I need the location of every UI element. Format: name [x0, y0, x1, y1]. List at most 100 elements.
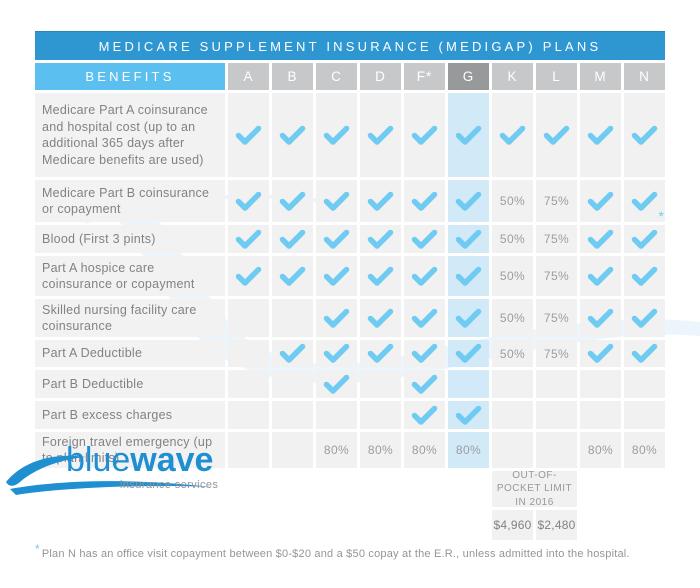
plan-cell-C-row6: [316, 340, 357, 367]
footnote-asterisk: *: [658, 208, 664, 224]
benefits-column-header: BENEFITS: [35, 63, 225, 90]
plan-cell-A-row1: [228, 93, 269, 177]
check-icon: [411, 229, 438, 249]
plan-cell-A-row7: [228, 370, 269, 398]
check-icon: [587, 125, 614, 145]
plan-cell-M-row5: [580, 299, 621, 337]
check-icon: [411, 343, 438, 363]
check-icon: [543, 125, 570, 145]
logo-word-wave: wave: [130, 441, 214, 479]
coverage-percentage: 50%: [499, 346, 526, 361]
plan-cell-D-row9: 80%: [360, 432, 401, 468]
plan-cell-D-row8: [360, 401, 401, 429]
coverage-percentage: 50%: [499, 194, 526, 208]
plan-cell-B-row2: [272, 180, 313, 222]
plan-cell-F-row6: [404, 340, 445, 367]
plan-cell-G-row9: 80%: [448, 432, 489, 468]
check-icon: [587, 191, 614, 211]
coverage-percentage: 80%: [367, 443, 394, 457]
plan-cell-C-row9: 80%: [316, 432, 357, 468]
coverage-percentage: 75%: [543, 311, 570, 325]
plan-cell-L-row5: 75%: [536, 299, 577, 337]
plan-cell-G-row3: [448, 225, 489, 253]
plan-header-a: A: [228, 63, 269, 90]
out-of-pocket-value-l: $2,480: [536, 510, 577, 540]
plan-header-c: C: [316, 63, 357, 90]
benefit-label: Part A Deductible: [35, 340, 225, 367]
plan-n-footnote: * Plan N has an office visit copayment be…: [35, 542, 665, 560]
plan-cell-M-row4: [580, 256, 621, 296]
plan-cell-K-row1: [492, 93, 533, 177]
check-icon: [323, 125, 350, 145]
check-icon: [411, 191, 438, 211]
plan-cell-D-row5: [360, 299, 401, 337]
plan-cell-G-row6: [448, 340, 489, 367]
benefit-label: Part A hospice care coinsurance or copay…: [35, 256, 225, 296]
plan-cell-L-row6: 75%: [536, 340, 577, 367]
plan-cell-B-row3: [272, 225, 313, 253]
plan-cell-N-row3: [624, 225, 665, 253]
plan-cell-A-row6: [228, 340, 269, 367]
coverage-percentage: 50%: [499, 269, 526, 283]
plan-cell-B-row5: [272, 299, 313, 337]
check-icon: [455, 405, 482, 425]
out-of-pocket-label: OUT-OF-POCKET LIMIT IN 2016: [492, 470, 577, 508]
plan-cell-M-row1: [580, 93, 621, 177]
plan-cell-L-row9: [536, 432, 577, 468]
coverage-percentage: 80%: [455, 443, 482, 457]
coverage-percentage: 75%: [543, 194, 570, 208]
check-icon: [455, 343, 482, 363]
check-icon: [411, 308, 438, 328]
check-icon: [631, 266, 658, 286]
plan-cell-C-row8: [316, 401, 357, 429]
check-icon: [367, 125, 394, 145]
plan-cell-A-row2: [228, 180, 269, 222]
check-icon: [455, 125, 482, 145]
plan-cell-D-row2: [360, 180, 401, 222]
logo-tagline: insurance services: [120, 479, 219, 491]
plan-cell-M-row9: 80%: [580, 432, 621, 468]
plan-cell-C-row4: [316, 256, 357, 296]
bluewave-logo: bluewave insurance services: [2, 441, 242, 513]
plan-cell-M-row2: [580, 180, 621, 222]
coverage-percentage: 80%: [323, 443, 350, 457]
check-icon: [323, 374, 350, 394]
plan-cell-C-row3: [316, 225, 357, 253]
plan-header-f: F*: [404, 63, 445, 90]
plan-cell-B-row6: [272, 340, 313, 367]
check-icon: [587, 266, 614, 286]
plan-cell-F-row8: [404, 401, 445, 429]
check-icon: [323, 191, 350, 211]
plan-cell-F-row9: 80%: [404, 432, 445, 468]
check-icon: [235, 191, 262, 211]
coverage-percentage: 75%: [543, 269, 570, 283]
plan-cell-D-row3: [360, 225, 401, 253]
benefit-label: Part B Deductible: [35, 370, 225, 398]
plan-cell-C-row7: [316, 370, 357, 398]
plan-cell-K-row9: [492, 432, 533, 468]
coverage-percentage: 75%: [543, 232, 570, 246]
plan-header-k: K: [492, 63, 533, 90]
check-icon: [279, 191, 306, 211]
coverage-percentage: 80%: [587, 443, 614, 457]
plan-header-b: B: [272, 63, 313, 90]
plan-cell-D-row7: [360, 370, 401, 398]
benefits-grid: BENEFITS A B C D F* G K L M N Medicare P…: [35, 63, 665, 468]
check-icon: [587, 343, 614, 363]
footnote-asterisk: *: [35, 542, 40, 556]
plan-cell-G-row8: [448, 401, 489, 429]
plan-cell-N-row9: 80%: [624, 432, 665, 468]
check-icon: [367, 191, 394, 211]
check-icon: [455, 191, 482, 211]
coverage-percentage: 80%: [631, 443, 658, 457]
plan-cell-C-row1: [316, 93, 357, 177]
plan-cell-F-row4: [404, 256, 445, 296]
plan-cell-L-row1: [536, 93, 577, 177]
plan-cell-N-row1: [624, 93, 665, 177]
plan-cell-A-row4: [228, 256, 269, 296]
check-icon: [411, 125, 438, 145]
plan-cell-L-row3: 75%: [536, 225, 577, 253]
check-icon: [455, 266, 482, 286]
plan-header-l: L: [536, 63, 577, 90]
plan-cell-F-row7: [404, 370, 445, 398]
